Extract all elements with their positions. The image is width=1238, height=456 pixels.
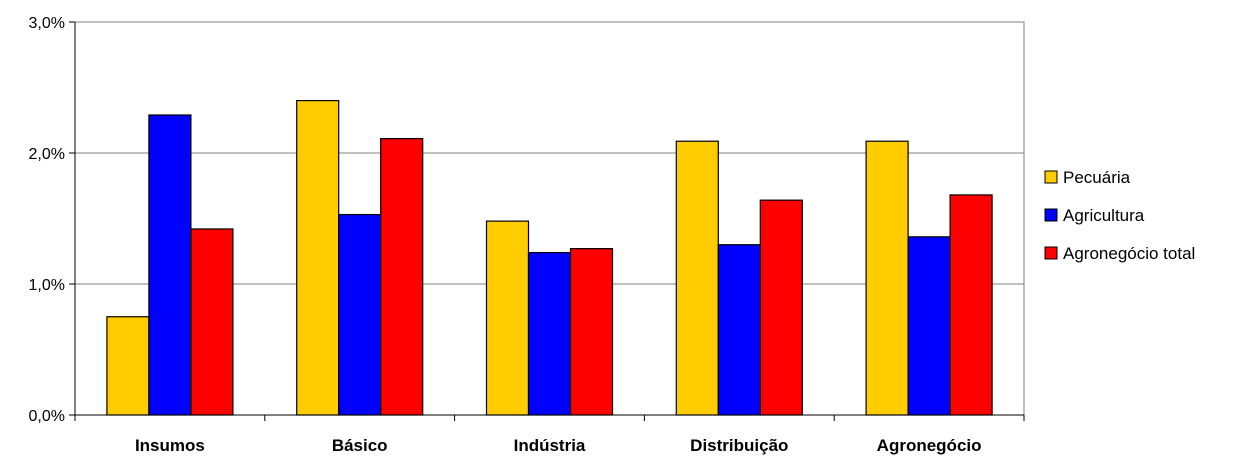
bar — [675, 140, 719, 416]
bar — [485, 220, 530, 416]
legend-swatch — [1044, 170, 1058, 184]
axes: 0,0% 1,0% 2,0% 3,0% Insumos Básico Indústria Di… — [29, 15, 1025, 455]
y-tick-label: 2,0% — [29, 146, 65, 163]
legend-swatch — [1044, 246, 1058, 260]
x-category-label: Distribuição — [690, 436, 788, 455]
bar — [527, 251, 572, 416]
bar — [907, 236, 951, 416]
x-category-label: Agronegócio — [877, 436, 982, 455]
x-category-label: Básico — [332, 436, 388, 455]
bar — [380, 137, 424, 416]
bar — [717, 244, 761, 416]
y-tick-label: 0,0% — [29, 408, 65, 425]
bar — [949, 194, 993, 416]
bar — [865, 140, 909, 416]
bar — [106, 316, 150, 416]
y-tick-label: 1,0% — [29, 277, 65, 294]
bar — [569, 248, 614, 416]
bar — [296, 99, 340, 416]
legend-label: Agricultura — [1063, 206, 1145, 225]
legend: Pecuária Agricultura Agronegócio total — [1044, 168, 1195, 263]
x-category-label: Insumos — [135, 436, 205, 455]
bar — [190, 228, 234, 416]
bars — [106, 99, 993, 416]
legend-label: Pecuária — [1063, 168, 1131, 187]
y-tick-label: 3,0% — [29, 15, 65, 32]
legend-swatch — [1044, 208, 1058, 222]
bar — [338, 213, 382, 416]
bar — [759, 199, 803, 416]
x-category-label: Indústria — [514, 436, 586, 455]
bar — [148, 114, 192, 416]
legend-label: Agronegócio total — [1063, 244, 1195, 263]
